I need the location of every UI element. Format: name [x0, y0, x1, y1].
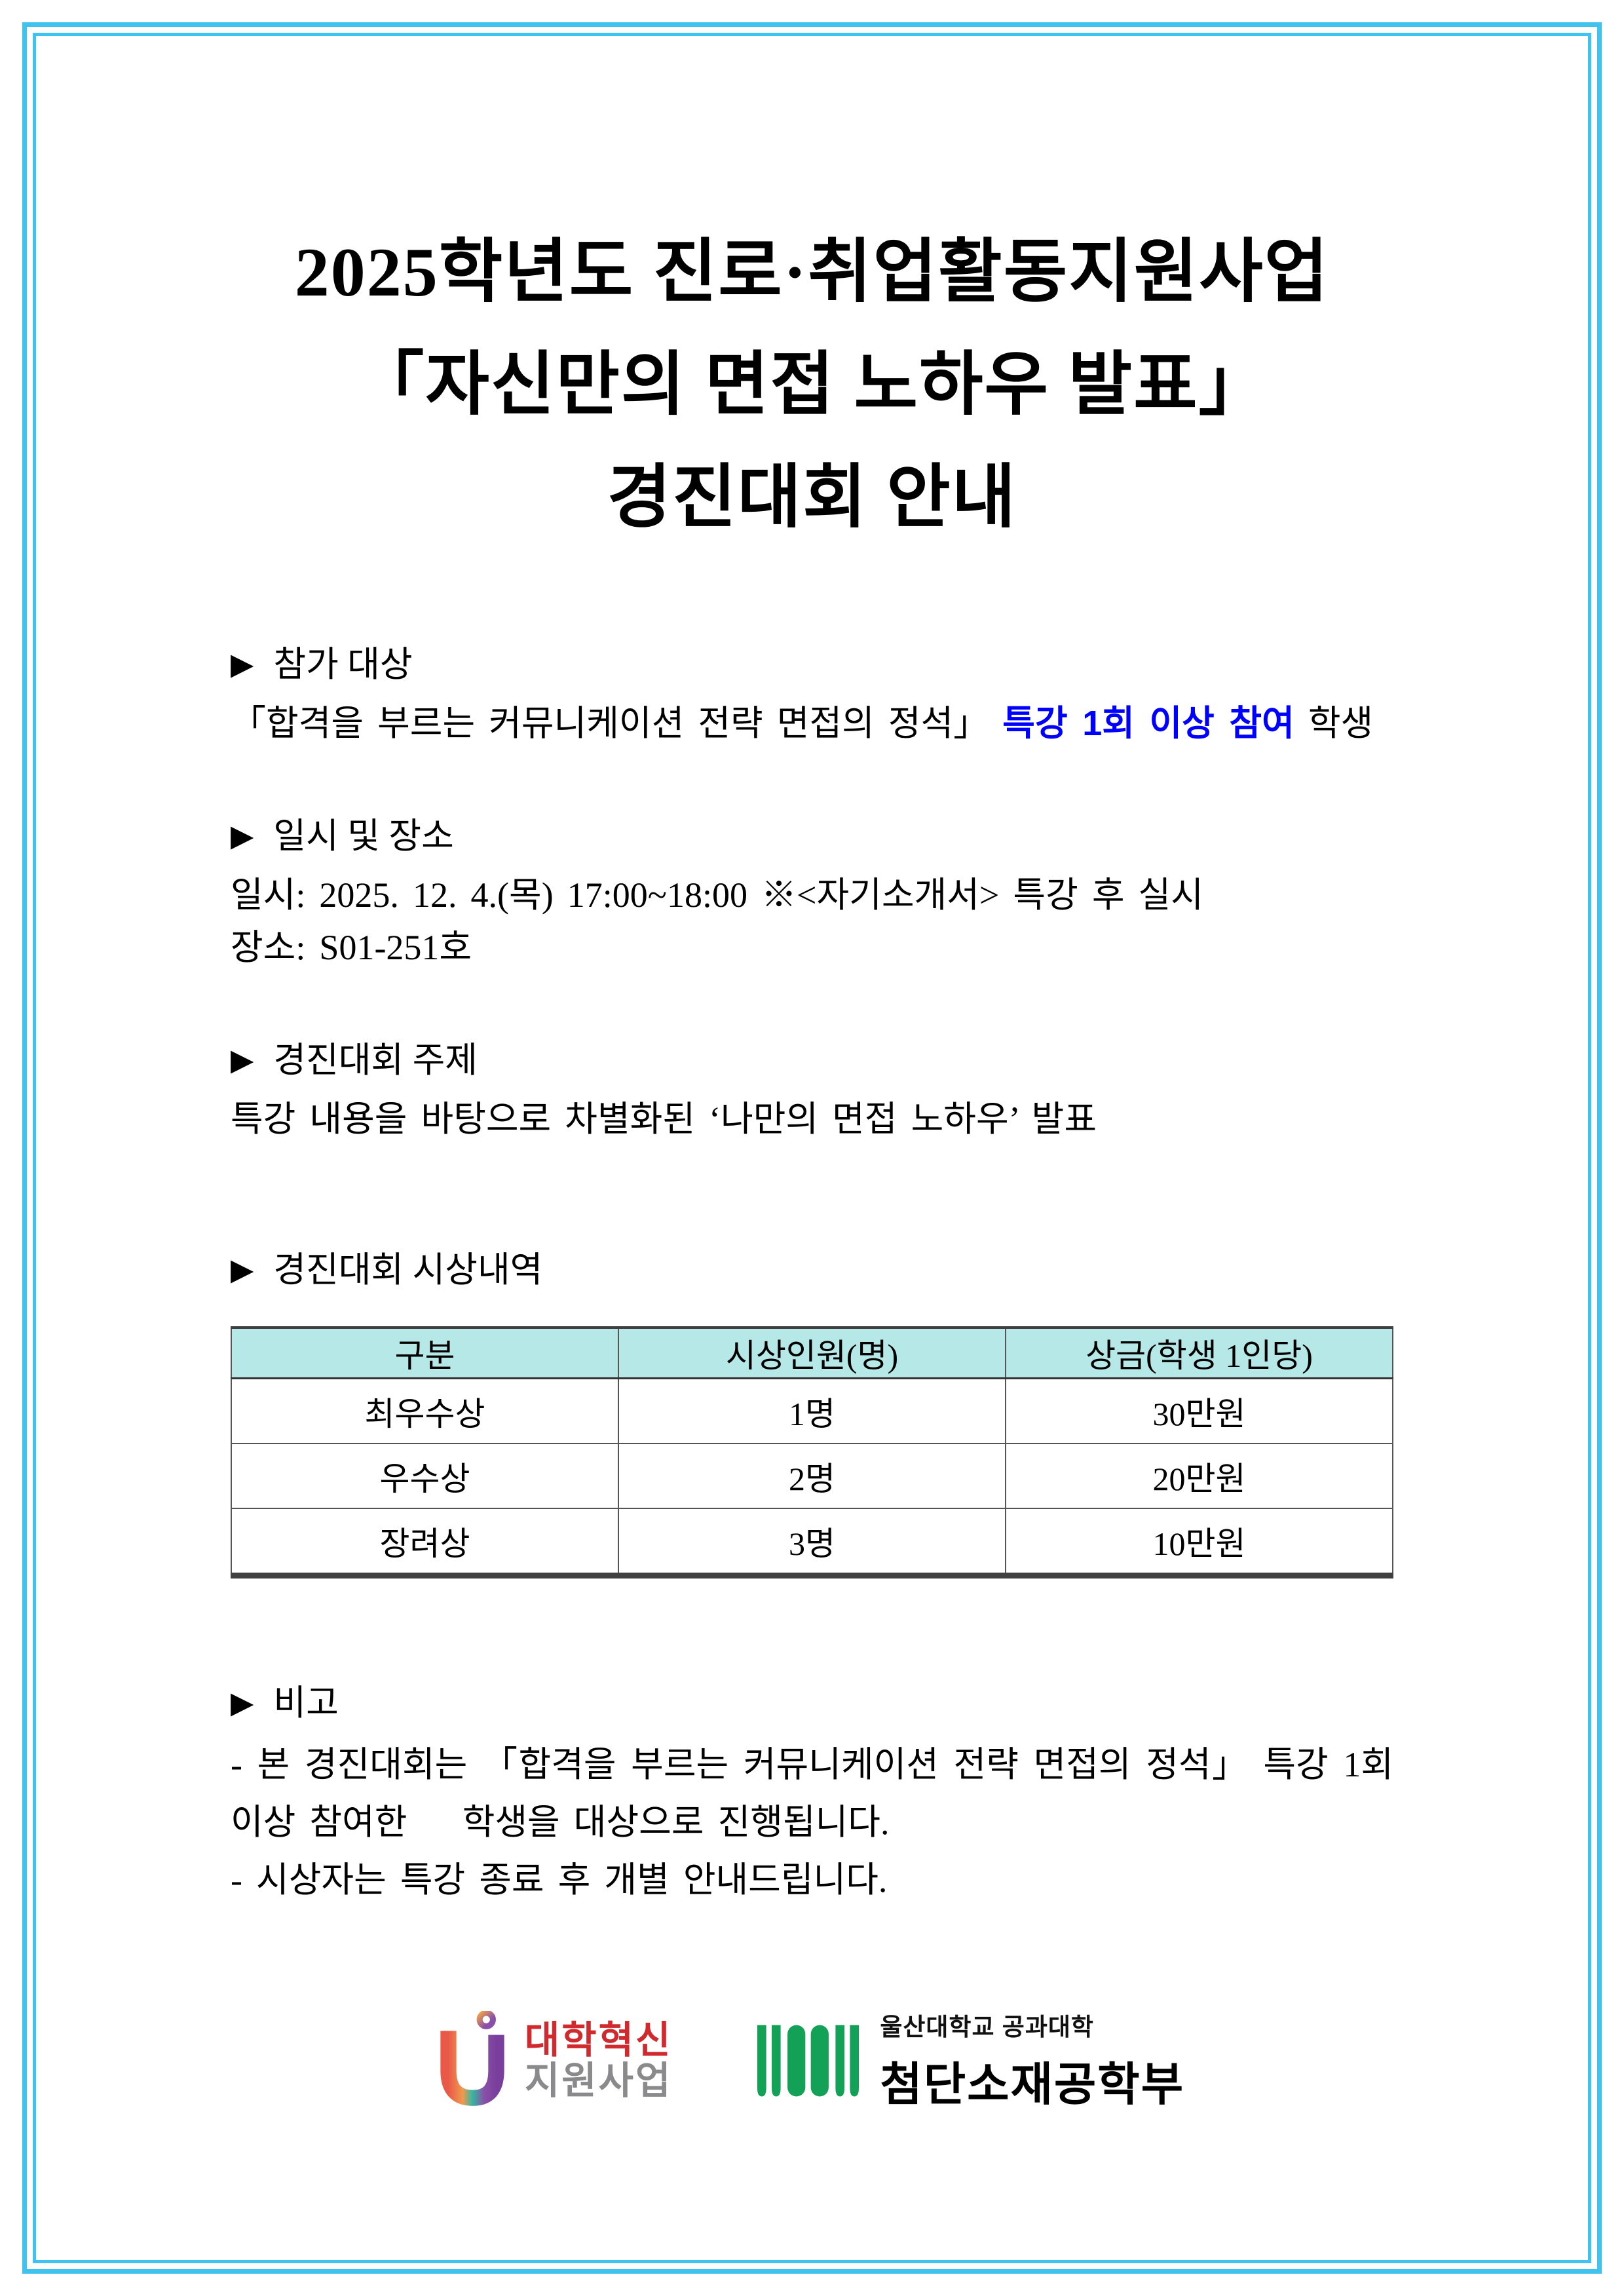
- section-heading-topic: ▶ 경진대회 주제: [231, 1034, 1393, 1086]
- uou-department-logo-text: 울산대학교 공과대학 첨단소재공학부: [880, 2007, 1184, 2114]
- table-cell: 10만원: [1005, 1508, 1393, 1577]
- uou-college-line: 울산대학교 공과대학: [880, 2014, 1094, 2040]
- schedule-datetime-line: 일시: 2025. 12. 4.(목) 17:00~18:00 ※<자기소개서>…: [231, 875, 1203, 915]
- table-cell: 2명: [618, 1443, 1006, 1509]
- section-heading-label: 경진대회 시상내역: [273, 1250, 543, 1290]
- uou-green-bars-icon: [757, 2025, 859, 2096]
- table-row: 장려상 3명 10만원: [231, 1508, 1393, 1577]
- participants-body-prefix: 「합격을 부르는 커뮤니케이션 전략 면접의 정석」: [231, 704, 1003, 743]
- document-content: 2025학년도 진로·취업활동지원사업 「자신만의 면접 노하우 발표」 경진대…: [231, 0, 1393, 2114]
- section-heading-schedule: ▶ 일시 및 장소: [231, 810, 1393, 862]
- table-header-cell: 구분: [231, 1327, 619, 1379]
- table-cell: 장려상: [231, 1508, 619, 1577]
- section-heading-label: 경진대회 주제: [273, 1041, 478, 1080]
- univ-innovation-u-mark-icon: [440, 2010, 504, 2106]
- section-heading-notes: ▶ 비고: [231, 1677, 1393, 1729]
- table-cell: 3명: [618, 1508, 1006, 1577]
- section-heading-awards: ▶ 경진대회 시상내역: [231, 1244, 1393, 1296]
- triangle-bullet-icon: ▶: [231, 1043, 254, 1077]
- note-line: - 본 경진대회는 「합격을 부르는 커뮤니케이션 전략 면접의 정석」 특강 …: [231, 1745, 1393, 1784]
- triangle-bullet-icon: ▶: [231, 1686, 254, 1719]
- participants-body: 「합격을 부르는 커뮤니케이션 전략 면접의 정석」 특강 1회 이상 참여 학…: [231, 697, 1393, 750]
- triangle-bullet-icon: ▶: [231, 819, 254, 852]
- table-row: 우수상 2명 20만원: [231, 1443, 1393, 1509]
- univ-innovation-logo: 대학혁신 지원사업: [440, 2010, 673, 2111]
- section-heading-label: 비고: [273, 1683, 339, 1723]
- uou-department-line: 첨단소재공학부: [880, 2059, 1185, 2110]
- topic-body: 특강 내용을 바탕으로 차별화된 ‘나만의 면접 노하우’ 발표: [231, 1100, 1097, 1139]
- note-line: - 시상자는 특강 종료 후 개별 안내드립니다.: [231, 1860, 888, 1900]
- section-heading-label: 참가 대상: [273, 645, 413, 684]
- table-cell: 30만원: [1005, 1377, 1393, 1444]
- table-header-row: 구분 시상인원(명) 상금(학생 1인당): [231, 1327, 1393, 1379]
- page-title: 2025학년도 진로·취업활동지원사업 「자신만의 면접 노하우 발표」 경진대…: [231, 216, 1393, 554]
- univ-innovation-logo-text: 대학혁신 지원사업: [524, 2018, 673, 2102]
- table-row: 최우수상 1명 30만원: [231, 1377, 1393, 1444]
- univ-innovation-line2: 지원사업: [524, 2059, 673, 2102]
- section-heading-label: 일시 및 장소: [273, 816, 454, 856]
- table-cell: 1명: [618, 1377, 1006, 1444]
- table-header-cell: 상금(학생 1인당): [1005, 1327, 1393, 1379]
- title-line-2: 「자신만의 면접 노하우 발표」: [354, 347, 1270, 423]
- triangle-bullet-icon: ▶: [231, 647, 254, 681]
- table-cell: 20만원: [1005, 1443, 1393, 1509]
- schedule-place-line: 장소: S01-251호: [231, 928, 472, 967]
- title-line-1: 2025학년도 진로·취업활동지원사업: [294, 234, 1330, 311]
- participants-body-suffix: 학생: [1294, 704, 1374, 743]
- uou-department-logo: 울산대학교 공과대학 첨단소재공학부: [757, 2007, 1184, 2114]
- title-line-3: 경진대회 안내: [607, 459, 1017, 536]
- participants-body-highlight: 특강 1회 이상 참여: [1002, 704, 1294, 743]
- note-line: 이상 참여한 학생을 대상으로 진행됩니다.: [231, 1803, 890, 1842]
- footer-logos: 대학혁신 지원사업 울산대학교 공과대학: [231, 2007, 1393, 2114]
- triangle-bullet-icon: ▶: [231, 1253, 254, 1286]
- table-cell: 우수상: [231, 1443, 619, 1509]
- section-heading-participants: ▶ 참가 대상: [231, 638, 1393, 691]
- table-header-cell: 시상인원(명): [618, 1327, 1006, 1379]
- univ-innovation-line1: 대학혁신: [524, 2018, 673, 2061]
- awards-table: 구분 시상인원(명) 상금(학생 1인당) 최우수상 1명 30만원 우수상 2…: [231, 1326, 1393, 1578]
- table-cell: 최우수상: [231, 1377, 619, 1444]
